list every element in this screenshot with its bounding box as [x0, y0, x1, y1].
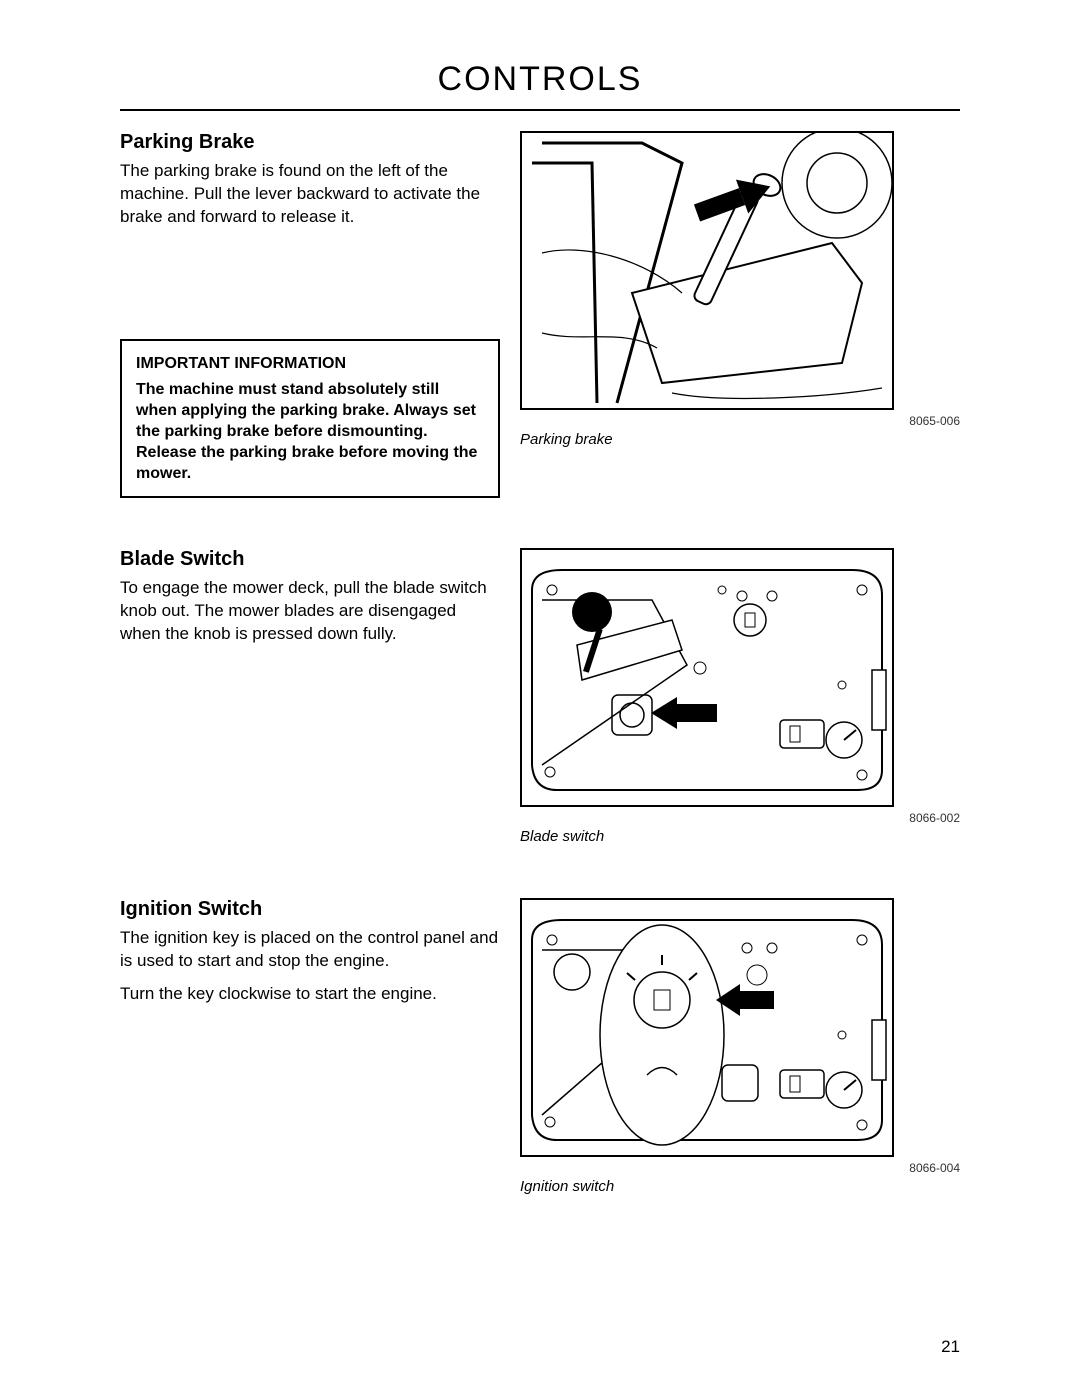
blade-switch-figure-col: 8066-002 Blade switch: [520, 548, 960, 847]
page-title: CONTROLS: [120, 60, 960, 99]
section-parking-brake: Parking Brake The parking brake is found…: [120, 131, 960, 498]
ignition-switch-figure: [520, 898, 894, 1157]
blade-switch-figure-number: 8066-002: [520, 811, 960, 825]
blade-switch-text-col: Blade Switch To engage the mower deck, p…: [120, 548, 520, 656]
ignition-switch-figure-caption: Ignition switch: [520, 1177, 960, 1197]
section-blade-switch: Blade Switch To engage the mower deck, p…: [120, 548, 960, 847]
parking-brake-figure-number: 8065-006: [520, 414, 960, 428]
ignition-switch-figure-number: 8066-004: [520, 1161, 960, 1175]
important-info-body: The machine must stand absolutely still …: [136, 380, 484, 484]
page: CONTROLS Parking Brake The parking brake…: [0, 0, 1080, 1397]
important-info-title: IMPORTANT INFORMATION: [136, 353, 484, 375]
blade-switch-figure-caption: Blade switch: [520, 827, 960, 847]
ignition-switch-text-col: Ignition Switch The ignition key is plac…: [120, 898, 520, 1016]
parking-brake-text-col: Parking Brake The parking brake is found…: [120, 131, 520, 498]
parking-brake-body: The parking brake is found on the left o…: [120, 160, 500, 229]
parking-brake-figure-col: 8065-006 Parking brake: [520, 131, 960, 450]
ignition-switch-figure-col: 8066-004 Ignition switch: [520, 898, 960, 1197]
ignition-switch-body-2: Turn the key clockwise to start the engi…: [120, 983, 500, 1006]
ignition-switch-body-1: The ignition key is placed on the contro…: [120, 927, 500, 973]
title-rule: [120, 109, 960, 111]
page-number: 21: [941, 1337, 960, 1357]
section-ignition-switch: Ignition Switch The ignition key is plac…: [120, 898, 960, 1197]
blade-switch-figure: [520, 548, 894, 807]
parking-brake-illustration: [522, 133, 892, 408]
blade-switch-body: To engage the mower deck, pull the blade…: [120, 577, 500, 646]
parking-brake-figure: [520, 131, 894, 410]
ignition-switch-illustration: [522, 900, 892, 1155]
parking-brake-figure-caption: Parking brake: [520, 430, 960, 450]
ignition-switch-heading: Ignition Switch: [120, 898, 500, 921]
important-info-box: IMPORTANT INFORMATION The machine must s…: [120, 339, 500, 499]
blade-switch-heading: Blade Switch: [120, 548, 500, 571]
blade-switch-illustration: [522, 550, 892, 805]
parking-brake-heading: Parking Brake: [120, 131, 500, 154]
